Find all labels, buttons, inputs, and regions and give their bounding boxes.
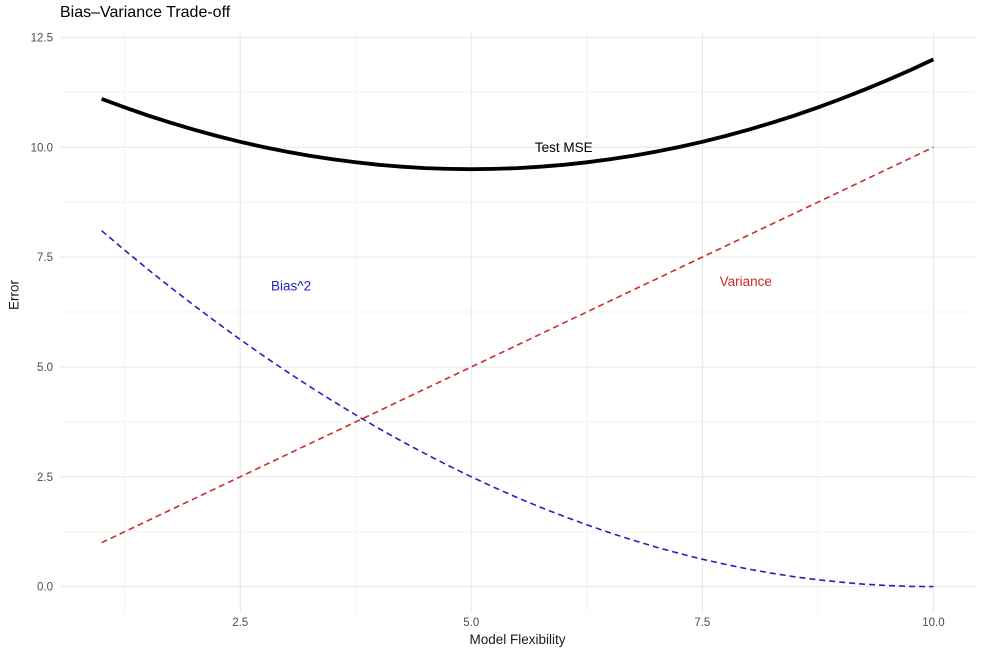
y-axis-title: Error [6,280,22,310]
x-tick-label: 5.0 [463,617,479,629]
series-line-bias-2 [101,230,934,588]
y-tick-label: 7.5 [37,252,53,264]
y-tick-label: 10.0 [31,142,53,154]
series-line-variance [101,146,934,544]
y-tick-label: 12.5 [31,32,53,44]
annotation-bias-2: Bias^2 [271,278,311,293]
y-tick-label: 0.0 [37,582,53,594]
x-tick-label: 7.5 [694,617,710,629]
y-tick-label: 5.0 [37,362,53,374]
x-axis-title: Model Flexibility [469,632,566,647]
annotation-test-mse: Test MSE [535,140,593,155]
y-tick-label: 2.5 [37,472,53,484]
annotation-variance: Variance [720,274,772,289]
chart-title: Bias–Variance Trade-off [60,4,231,21]
series-line-test-mse [100,57,935,172]
x-tick-label: 2.5 [232,617,248,629]
x-tick-label: 10.0 [922,617,944,629]
